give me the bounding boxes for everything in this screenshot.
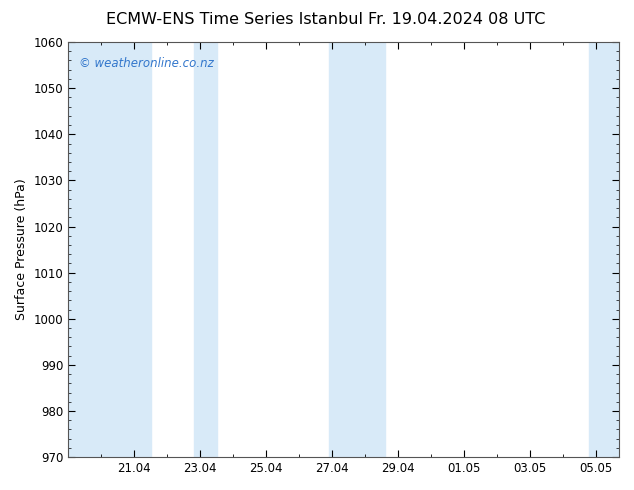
- Text: ECMW-ENS Time Series Istanbul: ECMW-ENS Time Series Istanbul: [106, 12, 363, 27]
- Bar: [329, 42, 385, 457]
- Text: Fr. 19.04.2024 08 UTC: Fr. 19.04.2024 08 UTC: [368, 12, 545, 27]
- Text: © weatheronline.co.nz: © weatheronline.co.nz: [79, 56, 214, 70]
- Y-axis label: Surface Pressure (hPa): Surface Pressure (hPa): [15, 179, 28, 320]
- Bar: [68, 42, 151, 457]
- Bar: [193, 42, 217, 457]
- Bar: [590, 42, 619, 457]
